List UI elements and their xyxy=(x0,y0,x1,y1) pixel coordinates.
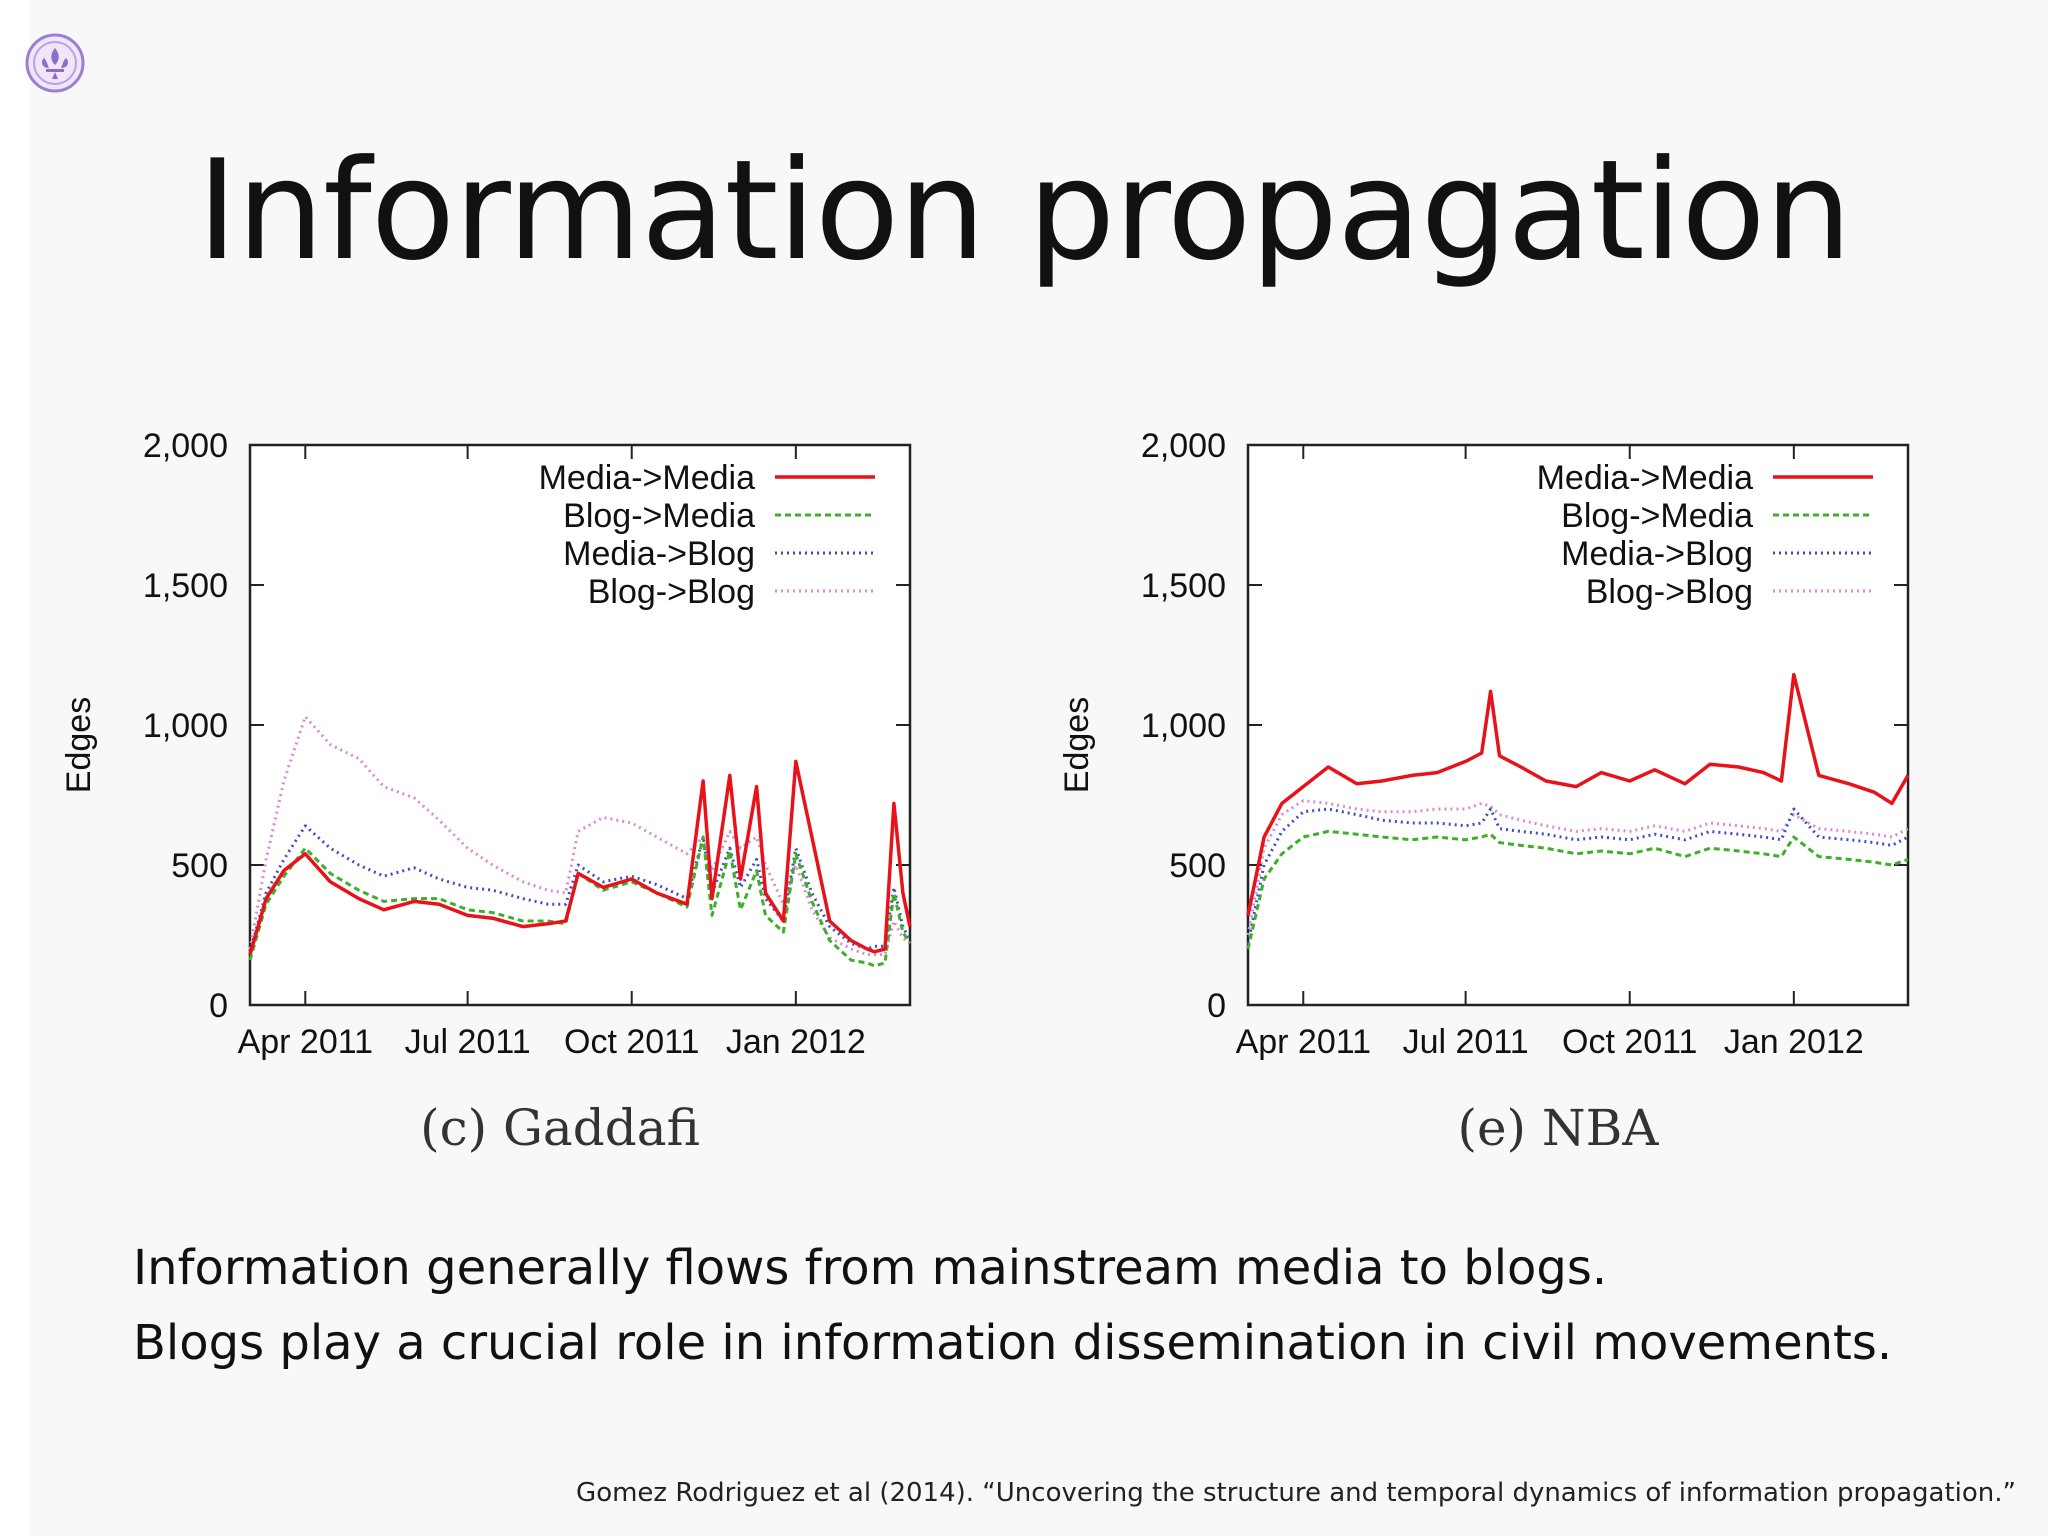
chart1-legend-label: Blog->Blog xyxy=(1586,573,1753,611)
chart-gaddafi: 0 500 1,000 1,500 2,000 Apr 2011 Jul 2011 Oct 2… xyxy=(40,405,940,1175)
chart0-xtick-label: Jul 2011 xyxy=(405,1023,531,1061)
chart1-caption: (e) NBA xyxy=(1457,1099,1659,1157)
chart1-xtick-label: Jul 2011 xyxy=(1403,1023,1529,1061)
chart1-series-media-media xyxy=(1246,672,1910,916)
chart0-caption: (c) Gaddafi xyxy=(420,1099,700,1157)
chart1-legend-label: Media->Blog xyxy=(1561,535,1753,573)
chart-nba-svg: 0 500 1,000 1,500 2,000 Apr 2011 Jul 2011 Oct 2… xyxy=(1058,427,1910,1157)
body-line-1: Information generally flows from mainstr… xyxy=(133,1240,1608,1296)
chart1-xtick-label: Jan 2012 xyxy=(1724,1023,1864,1061)
chart0-ytick-label: 2,000 xyxy=(143,427,228,465)
chart-gaddafi-svg: 0 500 1,000 1,500 2,000 Apr 2011 Jul 2011 Oct 2… xyxy=(60,427,912,1157)
chart1-ytick-label: 2,000 xyxy=(1141,427,1226,465)
chart0-legend-label: Media->Media xyxy=(539,459,755,497)
chart1-xtick-label: Apr 2011 xyxy=(1236,1023,1371,1061)
chart0-ytick-label: 0 xyxy=(209,987,228,1025)
chart0-xtick-label: Jan 2012 xyxy=(726,1023,866,1061)
chart0-series-blog-blog xyxy=(248,715,911,957)
chart1-series-blog-media xyxy=(1246,829,1909,950)
fleur-de-lis-icon xyxy=(25,33,85,93)
chart0-series-media-media xyxy=(248,759,912,956)
chart0-series-media-blog xyxy=(248,824,912,953)
chart1-legend-label: Media->Media xyxy=(1537,459,1753,497)
chart0-legend-label: Blog->Media xyxy=(563,497,755,535)
chart0-legend-label: Media->Blog xyxy=(563,535,755,573)
chart0-plot-area xyxy=(248,443,912,1007)
chart1-ylabel: Edges xyxy=(1058,697,1096,793)
chart0-xtick-label: Apr 2011 xyxy=(238,1023,373,1061)
chart0-ylabel: Edges xyxy=(60,697,98,793)
chart1-xtick-label: Oct 2011 xyxy=(1562,1023,1697,1061)
chart1-ytick-label: 1,500 xyxy=(1141,567,1226,605)
chart-nba: 0 500 1,000 1,500 2,000 Apr 2011 Jul 2011 Oct 2… xyxy=(1038,405,1938,1175)
chart1-series-blog-blog xyxy=(1246,799,1909,936)
chart1-ytick-label: 0 xyxy=(1207,987,1226,1025)
chart0-xtick-label: Oct 2011 xyxy=(564,1023,699,1061)
chart0-ytick-label: 500 xyxy=(171,847,228,885)
citation: Gomez Rodriguez et al (2014). “Uncoverin… xyxy=(576,1478,2016,1508)
chart1-ytick-label: 1,000 xyxy=(1141,707,1226,745)
body-line-2: Blogs play a crucial role in information… xyxy=(133,1315,1893,1371)
chart1-legend-label: Blog->Media xyxy=(1561,497,1753,535)
chart1-plot-area xyxy=(1246,443,1910,1007)
chart0-legend-label: Blog->Blog xyxy=(588,573,755,611)
chart1-ytick-label: 500 xyxy=(1169,847,1226,885)
chart1-series-media-blog xyxy=(1246,807,1909,944)
page-title: Information propagation xyxy=(196,130,1852,291)
chart0-ytick-label: 1,500 xyxy=(143,567,228,605)
chart0-ytick-label: 1,000 xyxy=(143,707,228,745)
